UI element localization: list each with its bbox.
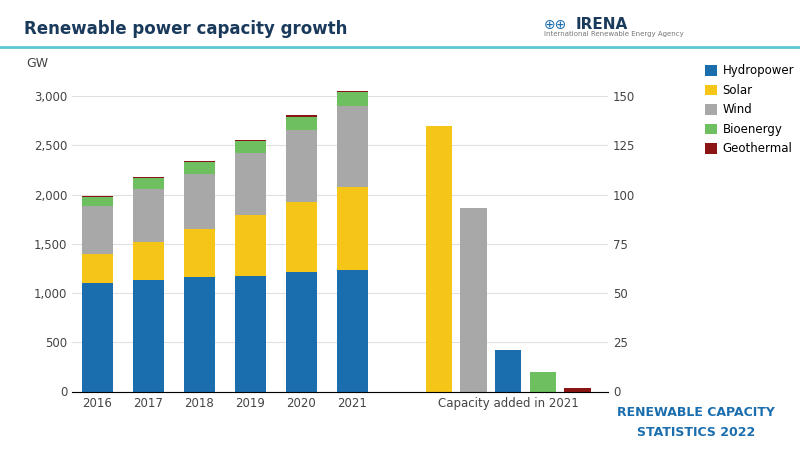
- Text: RENEWABLE CAPACITY: RENEWABLE CAPACITY: [617, 406, 775, 419]
- Bar: [286, 272, 317, 392]
- Bar: [337, 92, 367, 106]
- Bar: [82, 283, 113, 392]
- Bar: [82, 206, 113, 254]
- Bar: [184, 162, 214, 174]
- Bar: [133, 179, 164, 189]
- Bar: [235, 276, 266, 392]
- Bar: [184, 229, 214, 277]
- Bar: [235, 153, 266, 215]
- Bar: [337, 270, 367, 392]
- Bar: [82, 196, 113, 197]
- Bar: [82, 254, 113, 283]
- Bar: [184, 161, 214, 162]
- Bar: [286, 130, 317, 202]
- Bar: [133, 177, 164, 179]
- Bar: [184, 174, 214, 229]
- Bar: [133, 280, 164, 392]
- Bar: [235, 215, 266, 276]
- Bar: [235, 141, 266, 153]
- Bar: [82, 197, 113, 206]
- Bar: [530, 372, 556, 392]
- Bar: [184, 277, 214, 392]
- Bar: [495, 350, 522, 392]
- Bar: [286, 117, 317, 130]
- Bar: [286, 202, 317, 272]
- Bar: [337, 90, 367, 92]
- Text: IRENA: IRENA: [576, 17, 628, 32]
- Bar: [564, 387, 590, 392]
- Bar: [133, 189, 164, 242]
- Bar: [460, 208, 486, 392]
- Text: International Renewable Energy Agency: International Renewable Energy Agency: [544, 31, 684, 37]
- Text: GW: GW: [26, 57, 49, 70]
- Bar: [337, 106, 367, 188]
- Text: Renewable power capacity growth: Renewable power capacity growth: [24, 20, 347, 38]
- Text: ⊕⊕: ⊕⊕: [544, 18, 567, 32]
- Bar: [426, 126, 452, 392]
- Legend: Hydropower, Solar, Wind, Bioenergy, Geothermal: Hydropower, Solar, Wind, Bioenergy, Geot…: [705, 64, 794, 155]
- Bar: [337, 188, 367, 270]
- Bar: [133, 242, 164, 280]
- Text: STATISTICS 2022: STATISTICS 2022: [637, 427, 755, 440]
- Bar: [235, 140, 266, 141]
- Bar: [286, 115, 317, 117]
